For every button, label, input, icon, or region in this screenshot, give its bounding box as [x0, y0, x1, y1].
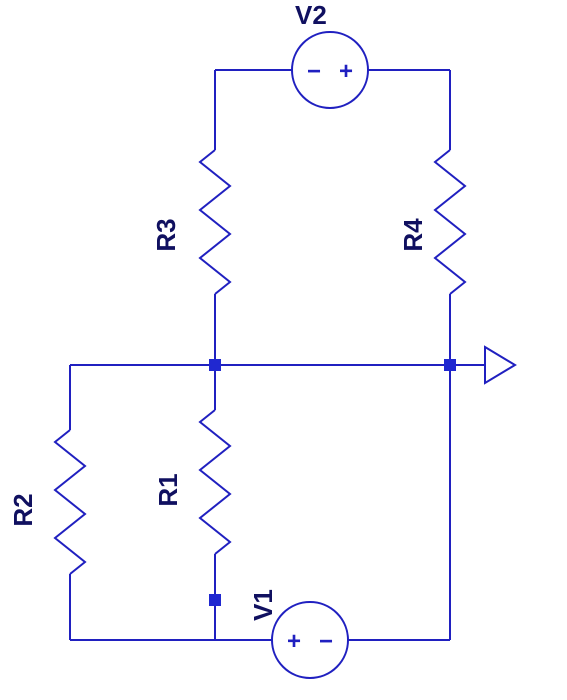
v2-plus-sign: +: [339, 58, 353, 85]
resistor-r4: [435, 150, 465, 294]
resistor-r2: [55, 430, 85, 574]
circuit-diagram: − + V2 R3 R4 R2 R1 + − V1: [0, 0, 567, 700]
node: [444, 359, 456, 371]
resistor-r1: [200, 410, 230, 554]
voltage-source-v1: [272, 602, 348, 678]
resistor-r3: [200, 150, 230, 294]
node: [209, 594, 221, 606]
v1-plus-sign: +: [287, 628, 301, 655]
v1-minus-sign: −: [319, 628, 333, 655]
r3-label: R3: [151, 218, 181, 251]
r1-label: R1: [153, 473, 183, 506]
node: [209, 359, 221, 371]
voltage-source-v2: [292, 32, 368, 108]
v1-label: V1: [248, 589, 278, 621]
v2-minus-sign: −: [307, 58, 321, 85]
ground-icon: [485, 347, 515, 383]
r4-label: R4: [398, 218, 428, 252]
v2-label: V2: [295, 0, 327, 30]
r2-label: R2: [8, 493, 38, 526]
